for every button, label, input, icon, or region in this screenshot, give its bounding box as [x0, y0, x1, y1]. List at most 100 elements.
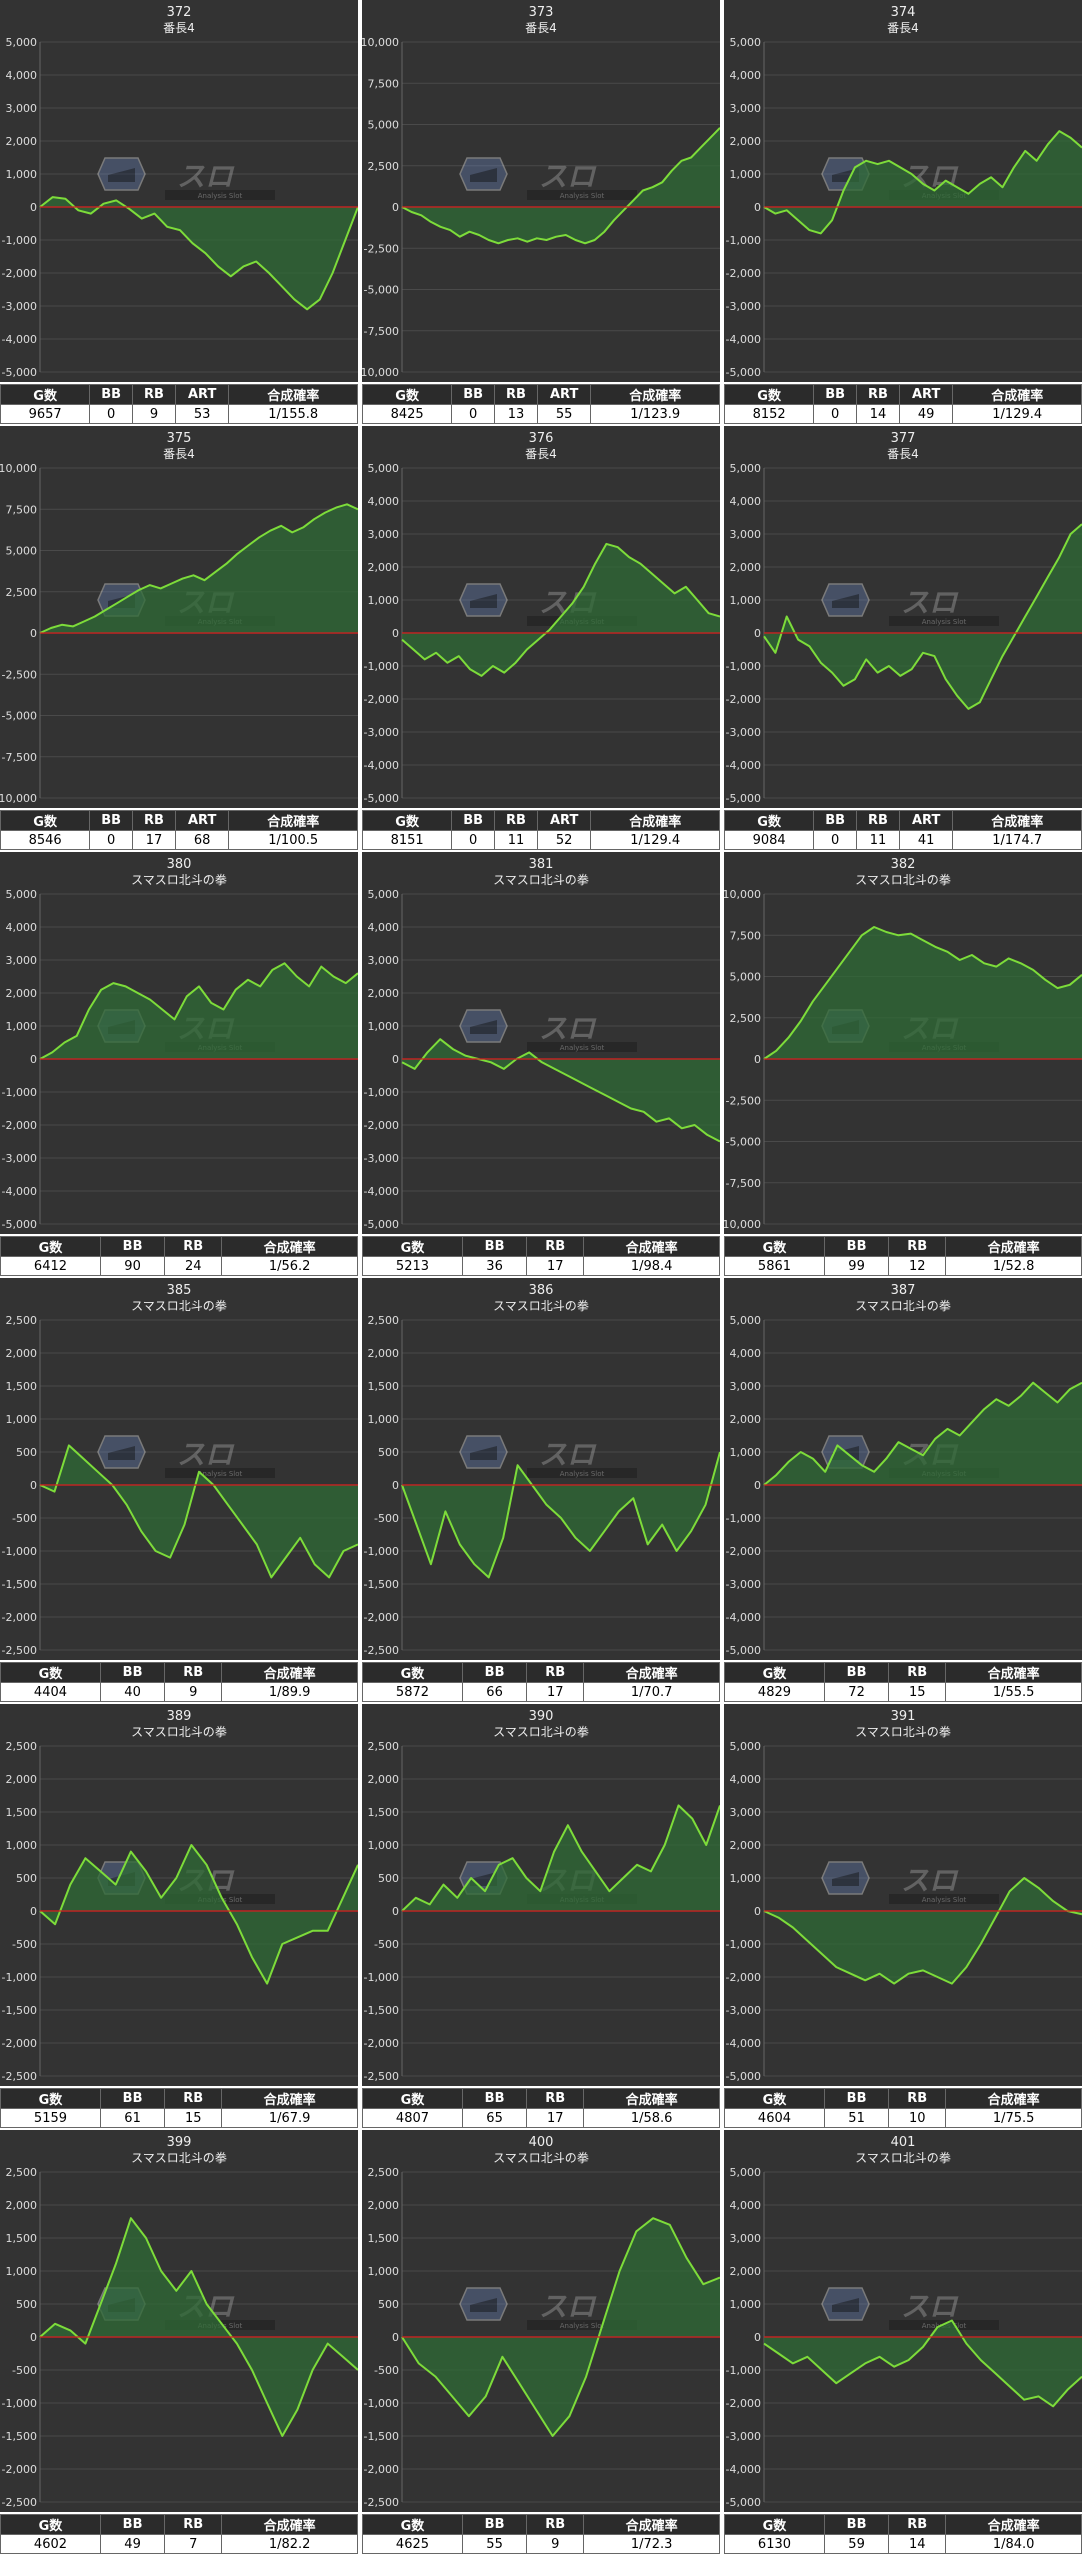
y-tick-label: 2,500	[368, 2166, 400, 2179]
y-tick-label: -4,000	[726, 333, 761, 346]
series-line	[401, 1451, 720, 1579]
y-tick-label: 3,000	[6, 102, 38, 115]
y-tick-label: -2,000	[364, 693, 399, 706]
stats-value: 52	[536, 830, 592, 850]
machine-panel-389: 389 スマスロ北斗の拳 2,500 2,000 1,500 1,000 500 0 -500 -…	[0, 1704, 358, 2128]
chart-area: 401 スマスロ北斗の拳 5,000 4,000 3,000 2,000 1,000 0 -1,…	[724, 2130, 1082, 2512]
y-tick-label: 0	[30, 1905, 37, 1918]
y-tick-label: -5,000	[726, 2070, 761, 2083]
svg-text:スロ: スロ	[901, 586, 959, 619]
y-tick-label: -5,000	[364, 284, 399, 297]
y-tick-label: -2,000	[364, 1119, 399, 1132]
machine-number: 374	[891, 5, 916, 20]
machine-number: 390	[529, 1709, 554, 1724]
y-tick-label: 3,000	[730, 2232, 762, 2245]
y-tick-label: 3,000	[730, 1806, 762, 1819]
stats-header: ART	[536, 810, 592, 831]
y-tick-label: -2,000	[2, 267, 37, 280]
stats-value: 1/56.2	[221, 1256, 358, 1276]
y-tick-label: 2,000	[6, 2199, 38, 2212]
stats-value: 1/174.7	[952, 830, 1082, 850]
y-tick-label: 1,500	[368, 1806, 400, 1819]
machine-name: 番長4	[887, 447, 919, 461]
stats-value: 9	[164, 1682, 223, 1702]
y-tick-label: -1,500	[2, 1578, 37, 1591]
stats-value: 1/75.5	[945, 2108, 1082, 2128]
stats-value: 5872	[362, 1682, 463, 1702]
machine-name: スマスロ北斗の拳	[855, 872, 951, 887]
y-tick-label: 10,000	[0, 462, 37, 475]
y-tick-label: 3,000	[730, 528, 762, 541]
stats-value: 72	[823, 1682, 890, 1702]
stats-header: 合成確率	[945, 2088, 1082, 2109]
stats-value: 1/82.2	[221, 2534, 358, 2554]
y-tick-label: -2,000	[2, 2037, 37, 2050]
y-tick-label: 0	[392, 2331, 399, 2344]
stats-header: RB	[888, 1662, 947, 1683]
stats-value: 1/72.3	[583, 2534, 720, 2554]
machine-name: スマスロ北斗の拳	[131, 2150, 227, 2165]
stats-header: BB	[461, 1662, 528, 1683]
stats-header: RB	[494, 384, 538, 405]
stats-header: 合成確率	[221, 2088, 358, 2109]
y-tick-label: -1,000	[726, 2364, 761, 2377]
stats-header: BB	[813, 384, 858, 405]
y-tick-label: 0	[392, 1905, 399, 1918]
stats-value: 17	[526, 1256, 585, 1276]
y-tick-label: 500	[16, 1872, 37, 1885]
machine-panel-374: 374 番長4 5,000 4,000 3,000 2,000 1,000 0 -1,000 -2…	[723, 0, 1082, 424]
y-tick-label: 5,000	[368, 119, 400, 132]
y-tick-label: -3,000	[726, 2430, 761, 2443]
y-tick-label: 1,000	[6, 168, 38, 181]
stats-value: 1/155.8	[228, 404, 358, 424]
y-tick-label: 4,000	[730, 495, 762, 508]
y-tick-label: 2,000	[6, 987, 38, 1000]
y-tick-label: 500	[378, 1446, 399, 1459]
stats-value: 11	[494, 830, 538, 850]
chart-area: 373 番長4 10,000 7,500 5,000 2,500 0 -2,500 -5,000…	[362, 0, 720, 382]
chart-area: 389 スマスロ北斗の拳 2,500 2,000 1,500 1,000 500 0 -500 -…	[0, 1704, 358, 2086]
stats-value: 9	[132, 404, 176, 424]
series-area	[764, 1382, 1082, 1485]
stats-table: G数 BB RB ART 合成確率 8546 0 17 68 1/100.5	[0, 810, 358, 850]
y-tick-label: -10,000	[362, 366, 399, 379]
stats-header: 合成確率	[945, 1662, 1082, 1683]
stats-header: 合成確率	[583, 1662, 720, 1683]
chart-area: 375 番長4 10,000 7,500 5,000 2,500 0 -2,500 -5,000…	[0, 426, 358, 808]
chart-area: 380 スマスロ北斗の拳 5,000 4,000 3,000 2,000 1,000 0 -1,…	[0, 852, 358, 1234]
svg-text:Analysis Slot: Analysis Slot	[560, 2322, 605, 2330]
svg-text:スロ: スロ	[539, 160, 597, 193]
stats-header: ART	[536, 384, 592, 405]
series-area	[402, 1452, 720, 1578]
stats-header: RB	[888, 2088, 947, 2109]
y-tick-label: 1,000	[730, 2298, 762, 2311]
stats-value: 8425	[361, 404, 453, 424]
y-tick-label: -1,000	[364, 2397, 399, 2410]
stats-table: G数 BB RB ART 合成確率 9084 0 11 41 1/174.7	[723, 810, 1082, 850]
machine-panel-380: 380 スマスロ北斗の拳 5,000 4,000 3,000 2,000 1,000 0 -1,…	[0, 852, 358, 1276]
y-tick-label: -2,500	[2, 668, 37, 681]
y-tick-label: -2,000	[726, 1545, 761, 1558]
chart-area: 372 番長4 5,000 4,000 3,000 2,000 1,000 0 -1,000 -2…	[0, 0, 358, 382]
stats-header: G数	[362, 2088, 463, 2109]
y-tick-label: -3,000	[2, 300, 37, 313]
y-tick-label: 4,000	[368, 921, 400, 934]
series-area	[40, 963, 358, 1059]
y-tick-label: 2,000	[368, 987, 400, 1000]
y-tick-label: -2,500	[726, 1094, 761, 1107]
chart-area: 386 スマスロ北斗の拳 2,500 2,000 1,500 1,000 500 0 -500 -…	[362, 1278, 720, 1660]
stats-value: 0	[813, 404, 858, 424]
y-tick-label: 2,500	[368, 160, 400, 173]
stats-header: RB	[856, 384, 900, 405]
stats-table: G数 BB RB 合成確率 5861 99 12 1/52.8	[724, 1236, 1082, 1276]
stats-header: 合成確率	[228, 384, 358, 405]
stats-table: G数 BB RB 合成確率 5159 61 15 1/67.9	[0, 2088, 358, 2128]
series-line	[401, 2217, 720, 2437]
y-tick-label: 2,500	[6, 1740, 38, 1753]
